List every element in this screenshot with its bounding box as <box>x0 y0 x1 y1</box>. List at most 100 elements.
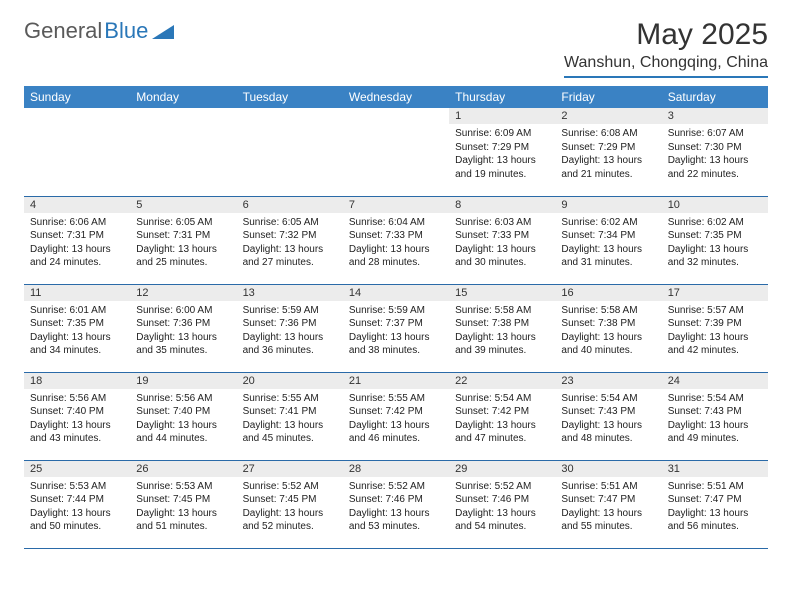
day-number: 23 <box>555 373 661 389</box>
calendar-row: 4Sunrise: 6:06 AMSunset: 7:31 PMDaylight… <box>24 196 768 284</box>
sunrise-line: Sunrise: 5:54 AM <box>561 393 637 404</box>
daylight-line: Daylight: 13 hours and 22 minutes. <box>668 155 749 180</box>
calendar-row: 25Sunrise: 5:53 AMSunset: 7:44 PMDayligh… <box>24 460 768 548</box>
sunrise-line: Sunrise: 5:51 AM <box>561 481 637 492</box>
day-details: Sunrise: 5:57 AMSunset: 7:39 PMDaylight:… <box>662 301 768 362</box>
sunrise-line: Sunrise: 5:58 AM <box>561 305 637 316</box>
calendar-cell: 29Sunrise: 5:52 AMSunset: 7:46 PMDayligh… <box>449 460 555 548</box>
daylight-line: Daylight: 13 hours and 40 minutes. <box>561 332 642 357</box>
calendar-body: 1Sunrise: 6:09 AMSunset: 7:29 PMDaylight… <box>24 108 768 548</box>
day-number: 7 <box>343 197 449 213</box>
day-details: Sunrise: 5:53 AMSunset: 7:44 PMDaylight:… <box>24 477 130 538</box>
day-number: 27 <box>237 461 343 477</box>
sunrise-line: Sunrise: 6:04 AM <box>349 217 425 228</box>
daylight-line: Daylight: 13 hours and 48 minutes. <box>561 420 642 445</box>
day-number: 13 <box>237 285 343 301</box>
sunrise-line: Sunrise: 6:09 AM <box>455 128 531 139</box>
sunrise-line: Sunrise: 5:52 AM <box>349 481 425 492</box>
sunset-line: Sunset: 7:44 PM <box>30 494 104 505</box>
calendar-cell: 1Sunrise: 6:09 AMSunset: 7:29 PMDaylight… <box>449 108 555 196</box>
daylight-line: Daylight: 13 hours and 30 minutes. <box>455 244 536 269</box>
daylight-line: Daylight: 13 hours and 38 minutes. <box>349 332 430 357</box>
day-details: Sunrise: 5:52 AMSunset: 7:46 PMDaylight:… <box>343 477 449 538</box>
calendar-cell: 10Sunrise: 6:02 AMSunset: 7:35 PMDayligh… <box>662 196 768 284</box>
daylight-line: Daylight: 13 hours and 28 minutes. <box>349 244 430 269</box>
day-number: 20 <box>237 373 343 389</box>
day-number: 16 <box>555 285 661 301</box>
calendar-cell: 19Sunrise: 5:56 AMSunset: 7:40 PMDayligh… <box>130 372 236 460</box>
day-number: 9 <box>555 197 661 213</box>
calendar-table: SundayMondayTuesdayWednesdayThursdayFrid… <box>24 86 768 549</box>
daylight-line: Daylight: 13 hours and 31 minutes. <box>561 244 642 269</box>
calendar-cell: 27Sunrise: 5:52 AMSunset: 7:45 PMDayligh… <box>237 460 343 548</box>
day-number: 10 <box>662 197 768 213</box>
calendar-cell: 15Sunrise: 5:58 AMSunset: 7:38 PMDayligh… <box>449 284 555 372</box>
day-number: 4 <box>24 197 130 213</box>
day-details: Sunrise: 6:09 AMSunset: 7:29 PMDaylight:… <box>449 124 555 185</box>
weekday-header: Monday <box>130 86 236 108</box>
day-number: 19 <box>130 373 236 389</box>
calendar-cell: 24Sunrise: 5:54 AMSunset: 7:43 PMDayligh… <box>662 372 768 460</box>
daylight-line: Daylight: 13 hours and 45 minutes. <box>243 420 324 445</box>
weekday-header: Thursday <box>449 86 555 108</box>
weekday-header: Wednesday <box>343 86 449 108</box>
brand-logo: GeneralBlue <box>24 18 174 44</box>
sunrise-line: Sunrise: 6:07 AM <box>668 128 744 139</box>
sunrise-line: Sunrise: 5:54 AM <box>668 393 744 404</box>
sunrise-line: Sunrise: 5:52 AM <box>455 481 531 492</box>
day-number: 24 <box>662 373 768 389</box>
calendar-row: 18Sunrise: 5:56 AMSunset: 7:40 PMDayligh… <box>24 372 768 460</box>
day-number: 30 <box>555 461 661 477</box>
calendar-cell: 21Sunrise: 5:55 AMSunset: 7:42 PMDayligh… <box>343 372 449 460</box>
sunset-line: Sunset: 7:29 PM <box>561 142 635 153</box>
day-number: 17 <box>662 285 768 301</box>
day-number: 5 <box>130 197 236 213</box>
sunset-line: Sunset: 7:34 PM <box>561 230 635 241</box>
calendar-head: SundayMondayTuesdayWednesdayThursdayFrid… <box>24 86 768 108</box>
sunrise-line: Sunrise: 5:59 AM <box>243 305 319 316</box>
calendar-cell: 22Sunrise: 5:54 AMSunset: 7:42 PMDayligh… <box>449 372 555 460</box>
sunset-line: Sunset: 7:31 PM <box>30 230 104 241</box>
daylight-line: Daylight: 13 hours and 44 minutes. <box>136 420 217 445</box>
day-details: Sunrise: 5:53 AMSunset: 7:45 PMDaylight:… <box>130 477 236 538</box>
calendar-cell: 30Sunrise: 5:51 AMSunset: 7:47 PMDayligh… <box>555 460 661 548</box>
daylight-line: Daylight: 13 hours and 21 minutes. <box>561 155 642 180</box>
sunset-line: Sunset: 7:40 PM <box>30 406 104 417</box>
calendar-cell: 28Sunrise: 5:52 AMSunset: 7:46 PMDayligh… <box>343 460 449 548</box>
calendar-cell: 8Sunrise: 6:03 AMSunset: 7:33 PMDaylight… <box>449 196 555 284</box>
calendar-cell: 18Sunrise: 5:56 AMSunset: 7:40 PMDayligh… <box>24 372 130 460</box>
daylight-line: Daylight: 13 hours and 27 minutes. <box>243 244 324 269</box>
brand-part1: General <box>24 18 102 44</box>
day-details: Sunrise: 6:01 AMSunset: 7:35 PMDaylight:… <box>24 301 130 362</box>
day-number: 8 <box>449 197 555 213</box>
day-details: Sunrise: 6:04 AMSunset: 7:33 PMDaylight:… <box>343 213 449 274</box>
sunset-line: Sunset: 7:45 PM <box>243 494 317 505</box>
sunset-line: Sunset: 7:36 PM <box>243 318 317 329</box>
day-number: 26 <box>130 461 236 477</box>
daylight-line: Daylight: 13 hours and 54 minutes. <box>455 508 536 533</box>
day-details: Sunrise: 6:08 AMSunset: 7:29 PMDaylight:… <box>555 124 661 185</box>
sunset-line: Sunset: 7:33 PM <box>455 230 529 241</box>
brand-triangle-icon <box>152 23 174 39</box>
sunrise-line: Sunrise: 5:56 AM <box>30 393 106 404</box>
sunrise-line: Sunrise: 5:51 AM <box>668 481 744 492</box>
title-block: May 2025 Wanshun, Chongqing, China <box>564 18 768 78</box>
sunset-line: Sunset: 7:38 PM <box>561 318 635 329</box>
calendar-cell: 11Sunrise: 6:01 AMSunset: 7:35 PMDayligh… <box>24 284 130 372</box>
daylight-line: Daylight: 13 hours and 35 minutes. <box>136 332 217 357</box>
sunrise-line: Sunrise: 6:05 AM <box>243 217 319 228</box>
sunset-line: Sunset: 7:42 PM <box>349 406 423 417</box>
day-number: 14 <box>343 285 449 301</box>
calendar-cell: 31Sunrise: 5:51 AMSunset: 7:47 PMDayligh… <box>662 460 768 548</box>
daylight-line: Daylight: 13 hours and 49 minutes. <box>668 420 749 445</box>
brand-part2: Blue <box>104 18 148 44</box>
sunset-line: Sunset: 7:30 PM <box>668 142 742 153</box>
day-number: 21 <box>343 373 449 389</box>
calendar-cell: 12Sunrise: 6:00 AMSunset: 7:36 PMDayligh… <box>130 284 236 372</box>
day-details: Sunrise: 5:56 AMSunset: 7:40 PMDaylight:… <box>130 389 236 450</box>
weekday-header: Saturday <box>662 86 768 108</box>
calendar-cell: 26Sunrise: 5:53 AMSunset: 7:45 PMDayligh… <box>130 460 236 548</box>
day-details: Sunrise: 5:58 AMSunset: 7:38 PMDaylight:… <box>449 301 555 362</box>
day-details: Sunrise: 6:02 AMSunset: 7:35 PMDaylight:… <box>662 213 768 274</box>
day-details: Sunrise: 6:02 AMSunset: 7:34 PMDaylight:… <box>555 213 661 274</box>
